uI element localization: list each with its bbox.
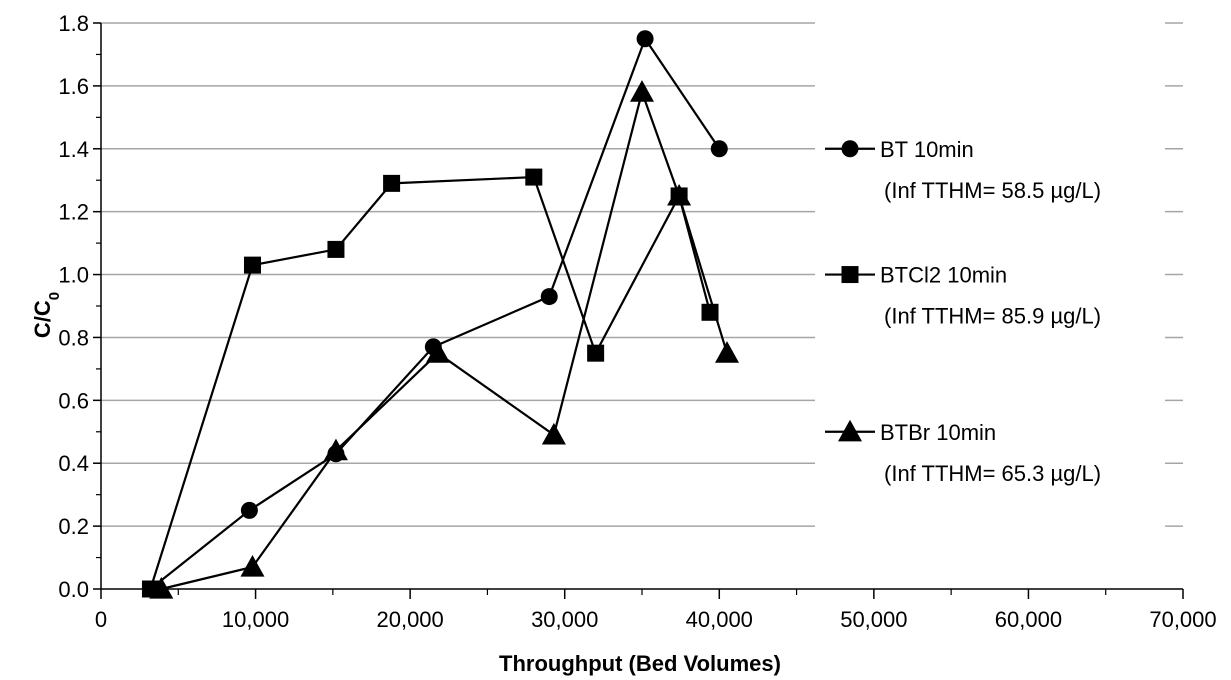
data-point-triangle [541, 422, 566, 445]
x-axis-title: Throughput (Bed Volumes) [499, 651, 781, 676]
legend-marker-triangle [838, 419, 862, 442]
y-tick-label: 1.2 [58, 200, 89, 225]
data-point-triangle [323, 438, 348, 461]
y-axis-title-main: C/C [30, 300, 55, 338]
y-axis-title: C/C0 [30, 292, 63, 338]
series-triangle [149, 80, 740, 599]
x-tick-label: 10,000 [222, 607, 289, 632]
x-tick-label: 40,000 [686, 607, 753, 632]
data-point-circle [636, 30, 654, 48]
y-tick-label: 1.4 [58, 137, 89, 162]
y-tick-label: 1.0 [58, 263, 89, 288]
data-point-triangle [149, 577, 174, 599]
data-point-triangle [425, 341, 450, 363]
y-tick-label: 1.6 [58, 74, 89, 99]
data-point-square [525, 168, 543, 186]
series-square [141, 168, 719, 598]
legend-note: (Inf TTHM= 85.9 µg/L) [884, 304, 1101, 329]
legend-entry: BTBr 10min (Inf TTHM= 65.3 µg/L) [825, 419, 1101, 486]
data-point-triangle [715, 341, 740, 363]
y-tick-label: 0.2 [58, 514, 89, 539]
plot-series [141, 30, 740, 599]
grid-lines [101, 22, 1183, 527]
axes: 0.0 0.2 0.4 0.6 0.8 1.0 1.2 1.4 1.6 1.8 0 10,000 20,… [58, 11, 1216, 632]
y-axis-title-subscript: 0 [46, 292, 63, 300]
legend-marker-square [841, 266, 859, 284]
x-tick-label: 70,000 [1149, 607, 1216, 632]
data-point-triangle [630, 80, 654, 102]
legend: BT 10min (Inf TTHM= 58.5 µg/L) BTCl2 10min… [825, 137, 1101, 486]
data-point-square [243, 256, 261, 274]
series-circle [141, 30, 728, 598]
data-point-triangle [240, 554, 265, 577]
y-tick-label: 0.6 [58, 388, 89, 413]
data-point-square [587, 344, 605, 362]
data-point-triangle [667, 183, 692, 206]
y-tick-label: 0.4 [58, 451, 89, 476]
y-tick-label: 0.0 [58, 577, 89, 602]
legend-entry: BT 10min (Inf TTHM= 58.5 µg/L) [825, 137, 1101, 203]
data-point-circle [710, 140, 728, 158]
legend-note: (Inf TTHM= 58.5 µg/L) [884, 178, 1101, 203]
x-tick-label: 30,000 [531, 607, 598, 632]
legend-marker-circle [841, 140, 859, 158]
data-point-circle [240, 501, 258, 519]
y-tick-label: 1.8 [58, 11, 89, 36]
legend-note: (Inf TTHM= 65.3 µg/L) [884, 461, 1101, 486]
legend-label: BTCl2 10min [880, 263, 1007, 288]
series-line [149, 175, 712, 590]
data-point-square [383, 174, 401, 192]
data-point-square [327, 240, 345, 258]
x-tick-label: 20,000 [376, 607, 443, 632]
legend-label: BT 10min [880, 137, 974, 162]
x-tick-label: 50,000 [840, 607, 907, 632]
legend-entry: BTCl2 10min (Inf TTHM= 85.9 µg/L) [825, 263, 1101, 329]
x-tick-label: 60,000 [995, 607, 1062, 632]
svg-text:C/C0: C/C0 [30, 292, 63, 338]
data-point-circle [540, 288, 558, 306]
legend-label: BTBr 10min [880, 420, 996, 445]
y-tick-label: 0.8 [58, 325, 89, 350]
x-tick-label: 0 [95, 607, 107, 632]
series-line [161, 88, 729, 591]
